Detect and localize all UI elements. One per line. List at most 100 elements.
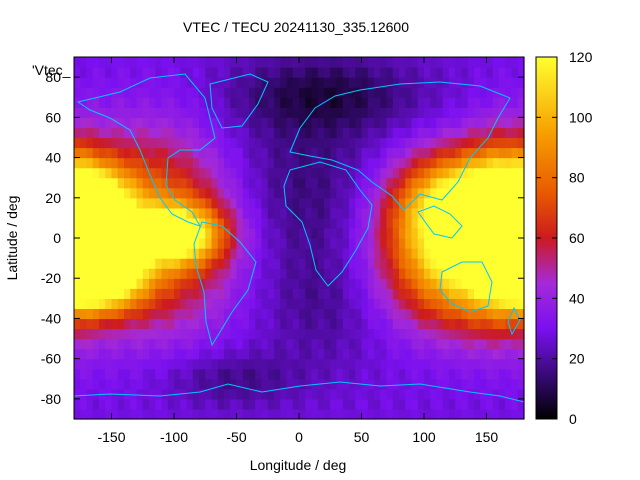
heatmap-cell [161, 137, 169, 149]
heatmap-cell [311, 348, 319, 360]
heatmap-cell [80, 197, 88, 209]
heatmap-cell [205, 268, 213, 279]
heatmap-cell [205, 77, 213, 88]
heatmap-cell [505, 197, 513, 209]
heatmap-cell [517, 398, 525, 410]
heatmap-cell [417, 157, 425, 169]
heatmap-cell [492, 67, 500, 78]
heatmap-cell [411, 308, 419, 320]
heatmap-cell [317, 388, 325, 400]
heatmap-cell [324, 408, 331, 420]
heatmap-cell [424, 127, 431, 139]
heatmap-cell [267, 77, 275, 88]
heatmap-cell [86, 288, 94, 299]
heatmap-cell [280, 177, 288, 189]
heatmap-cell [449, 87, 456, 98]
heatmap-cell [455, 338, 463, 350]
heatmap-cell [161, 268, 169, 279]
heatmap-cell [505, 207, 513, 219]
heatmap-cell [86, 187, 94, 199]
heatmap-cell [230, 107, 238, 118]
heatmap-cell [417, 167, 425, 179]
coastline-antarctica [73, 381, 525, 403]
heatmap-cell [192, 67, 200, 78]
heatmap-cell [174, 258, 181, 269]
heatmap-cell [330, 388, 338, 400]
heatmap-cell [167, 338, 175, 350]
heatmap-cell [236, 147, 244, 159]
heatmap-cell [174, 408, 181, 420]
heatmap-cell [424, 167, 431, 179]
heatmap-cell [317, 217, 325, 229]
heatmap-cell [399, 278, 406, 289]
heatmap-cell [80, 127, 88, 139]
heatmap-cell [230, 328, 238, 340]
heatmap-cell [142, 137, 150, 149]
heatmap-cell [236, 318, 244, 330]
heatmap-cell [442, 328, 450, 340]
heatmap-cell [342, 308, 350, 320]
heatmap-cell [167, 248, 175, 259]
heatmap-cell [255, 238, 263, 249]
heatmap-cell [124, 258, 131, 269]
heatmap-cell [499, 167, 506, 179]
heatmap-cell [280, 147, 288, 159]
heatmap-cell [361, 197, 369, 209]
heatmap-cell [136, 97, 144, 108]
y-tick-label: -20 [41, 270, 61, 286]
heatmap-cell [430, 308, 438, 320]
heatmap-cell [136, 258, 144, 269]
heatmap-cell [280, 77, 288, 88]
heatmap-cell [361, 288, 369, 299]
heatmap-cell [236, 87, 244, 98]
heatmap-cell [467, 248, 475, 259]
heatmap-cell [361, 358, 369, 370]
heatmap-cell [186, 398, 194, 410]
heatmap-cell [442, 227, 450, 239]
heatmap-cell [255, 227, 263, 239]
heatmap-cell [380, 358, 388, 370]
heatmap-cell [380, 147, 388, 159]
heatmap-cell [424, 238, 431, 249]
heatmap-cell [111, 87, 119, 98]
heatmap-cell [117, 338, 125, 350]
heatmap-cell [242, 57, 250, 68]
heatmap-cell [111, 268, 119, 279]
heatmap-cell [92, 207, 100, 219]
heatmap-cell [105, 207, 113, 219]
heatmap-cell [299, 67, 306, 78]
heatmap-cell [174, 248, 181, 259]
heatmap-cell [405, 197, 413, 209]
heatmap-cell [336, 147, 344, 159]
heatmap-cell [505, 268, 513, 279]
heatmap-cell [311, 288, 319, 299]
heatmap-cell [236, 97, 244, 108]
heatmap-cell [180, 318, 188, 330]
heatmap-cell [299, 97, 306, 108]
heatmap-cell [424, 338, 431, 350]
heatmap-cell [205, 318, 213, 330]
heatmap-cell [192, 187, 200, 199]
heatmap-cell [142, 147, 150, 159]
heatmap-cell [386, 258, 394, 269]
heatmap-cell [330, 268, 338, 279]
heatmap-cell [380, 117, 388, 128]
heatmap-cell [517, 127, 525, 139]
heatmap-cell [511, 187, 519, 199]
heatmap-cell [274, 107, 281, 118]
heatmap-cell [217, 127, 225, 139]
heatmap-cell [461, 358, 469, 370]
heatmap-cell [199, 398, 206, 410]
heatmap-cell [511, 117, 519, 128]
heatmap-cell [480, 77, 488, 88]
heatmap-cell [142, 378, 150, 390]
heatmap-cell [180, 368, 188, 380]
heatmap-cell [174, 107, 181, 118]
heatmap-cell [449, 187, 456, 199]
heatmap-cell [499, 258, 506, 269]
heatmap-cell [174, 87, 181, 98]
heatmap-cell [217, 338, 225, 350]
heatmap-cell [105, 268, 113, 279]
heatmap-cell [355, 77, 363, 88]
heatmap-cell [155, 67, 163, 78]
